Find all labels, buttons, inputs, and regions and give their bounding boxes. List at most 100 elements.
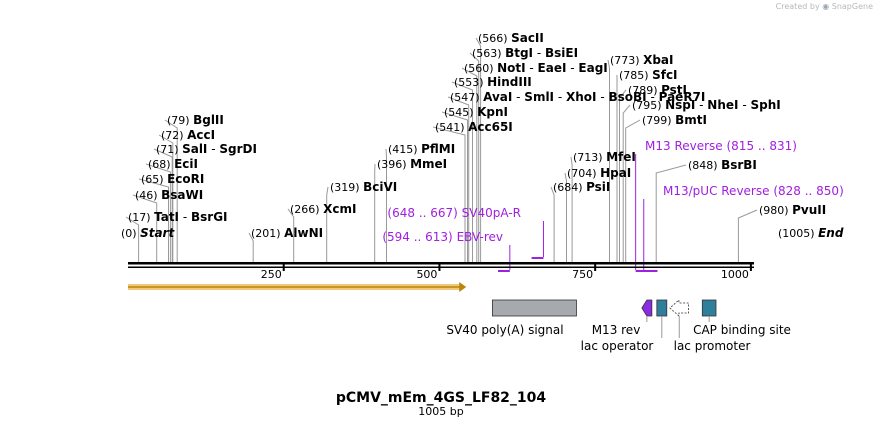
site-position: (319) [330, 181, 363, 194]
feature-label-m13-rev: M13 rev [592, 323, 641, 337]
site-leader-lines [125, 37, 758, 262]
site-line-ecori [138, 178, 169, 262]
site-position: (201) [251, 227, 284, 240]
tick-label-500: 500 [416, 268, 437, 281]
feature-m13-rev [641, 299, 653, 317]
site-label-hindiii: (553) HindIII [454, 75, 532, 89]
site-position: (553) [454, 76, 487, 89]
site-line-acc65i [432, 126, 466, 262]
site-line-bglii [164, 119, 178, 262]
site-position: (266) [290, 203, 323, 216]
site-position: (72) [161, 129, 187, 142]
site-separator: - [512, 90, 524, 104]
site-line-pflmi [385, 148, 387, 262]
primer-range: (594 .. 613) [382, 230, 456, 244]
backbone-bottom-strand [128, 266, 754, 268]
primer-name: SV40pA-R [462, 206, 521, 220]
enzyme-name: XbaI [643, 53, 673, 67]
primer-annotations: (594 .. 613) EBV-rev (648 .. 667) SV40pA-… [382, 139, 844, 272]
primer-bar-m13-puc-reverse [643, 270, 658, 272]
enzyme-name: BmtI [675, 113, 707, 127]
enzyme-name: BglII [193, 113, 224, 127]
enzyme-name: XcmI [323, 202, 356, 216]
site-position: (545) [444, 106, 477, 119]
site-position: (563) [472, 47, 505, 60]
site-position: (46) [135, 189, 161, 202]
site-position: (799) [642, 114, 675, 127]
site-line-alwni [248, 232, 254, 262]
site-position: (17) [128, 211, 154, 224]
site-label-nspi-nhei-sphi: (795) NspI - NheI - SphI [632, 98, 781, 112]
enzyme-name: TatI [154, 210, 179, 224]
feature-lac-operator [656, 299, 668, 317]
site-label-bmti: (799) BmtI [642, 113, 707, 127]
site-line-ecii [145, 163, 171, 262]
feature-label-lac-operator: lac operator [581, 339, 654, 353]
plasmid-name: pCMV_mEm_4GS_LF82_104 [336, 390, 547, 406]
site-position: (79) [167, 114, 193, 127]
site-separator: - [526, 61, 538, 75]
enzyme-name: EaeI [538, 61, 567, 75]
primer-label-sv40pa-r: (648 .. 667) SV40pA-R [387, 206, 521, 220]
enzyme-name: SgrDI [219, 142, 257, 156]
feature-label-lac-promoter: lac promoter [674, 339, 751, 353]
site-line-btgi-bsiei [469, 52, 480, 262]
enzyme-name: BtgI [505, 46, 533, 60]
enzyme-name: End [818, 226, 844, 240]
site-position: (704) [567, 167, 600, 180]
enzyme-name: MmeI [410, 157, 447, 171]
primer-name: M13 Reverse [645, 139, 723, 153]
site-position: (980) [759, 204, 792, 217]
site-position: (396) [377, 158, 410, 171]
site-label-acc65i: (541) Acc65I [435, 120, 513, 134]
site-position: (415) [388, 143, 421, 156]
enzyme-name: NotI [497, 61, 526, 75]
enzyme-name: BsoBI [608, 90, 646, 104]
site-label-xbai: (773) XbaI [610, 53, 673, 67]
tick-label-1000: 1000 [721, 268, 749, 281]
site-line-psii [550, 186, 555, 262]
enzyme-name: EcoRI [167, 172, 204, 186]
site-separator: - [207, 142, 219, 156]
primer-label-m13-puc-reverse: M13/pUC Reverse (828 .. 850) [663, 184, 844, 198]
primer-name: EBV-rev [457, 230, 503, 244]
enzyme-name: PsiI [586, 180, 610, 194]
site-label-sfci: (785) SfcI [619, 68, 678, 82]
site-label-bcivi: (319) BciVI [330, 180, 397, 194]
site-label-sali-sgrdi: (71) SalI - SgrDI [156, 142, 257, 156]
enzyme-name: PaeR7I [659, 90, 706, 104]
site-position: (795) [632, 99, 665, 112]
site-line-noti-eaei-eagi [461, 67, 478, 262]
site-label-pvuii: (980) PvuII [759, 203, 826, 217]
feature-label-cap-binding-site: CAP binding site [693, 323, 791, 337]
site-label-btgi-bsiei: (563) BtgI - BsiEI [472, 46, 578, 60]
tick-mark-1000 [749, 264, 752, 271]
site-line-sacii [475, 37, 482, 262]
site-separator: - [566, 61, 578, 75]
site-separator: - [695, 98, 707, 112]
site-position: (560) [464, 62, 497, 75]
site-position: (1005) [778, 227, 818, 240]
feature-lac-promoter [669, 299, 689, 317]
orf-arrow [128, 282, 467, 292]
site-separator: - [739, 98, 751, 112]
enzyme-name: NspI [665, 98, 695, 112]
site-position: (773) [610, 54, 643, 67]
site-line-bsawi [132, 194, 158, 262]
site-line-avai-smli-xhoi-bsobi-paer7i [447, 96, 470, 262]
enzyme-name: SacII [511, 31, 544, 45]
feature-label-sv40-poly-a-signal: SV40 poly(A) signal [446, 323, 563, 337]
site-separator: - [597, 90, 609, 104]
site-label-start: (0) Start [121, 226, 175, 240]
site-position: (71) [156, 143, 182, 156]
enzyme-name: SfcI [652, 68, 677, 82]
enzyme-name: BciVI [363, 180, 397, 194]
enzyme-name: PflMI [421, 142, 455, 156]
site-separator: - [179, 210, 191, 224]
snapgene-logo-icon: ◉ [822, 2, 830, 11]
site-line-psti [619, 89, 627, 262]
watermark-brand: SnapGene [831, 2, 873, 11]
site-label-ecori: (65) EcoRI [141, 172, 204, 186]
site-label-bglii: (79) BglII [167, 113, 224, 127]
